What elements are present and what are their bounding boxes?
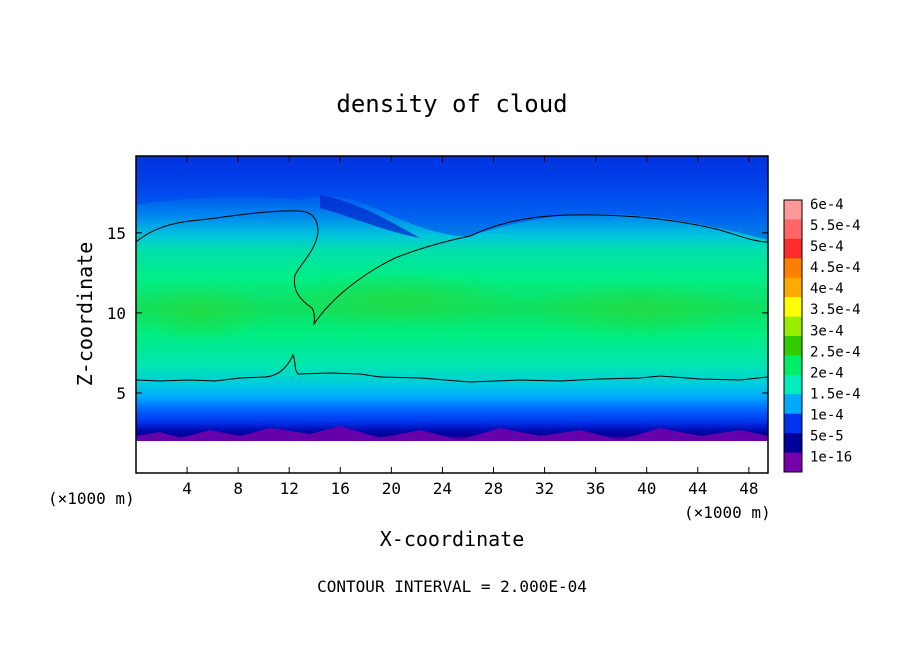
colorbar: 6e-4 5.5e-4 5e-4 4.5e-4 4e-4 3.5e-4 3e-4 2.5e-4… xyxy=(783,197,861,473)
x-tick-label: 8 xyxy=(233,479,243,498)
colorbar-swatch xyxy=(784,200,802,220)
x-tick-label: 44 xyxy=(688,479,707,498)
colorbar-swatch xyxy=(784,316,802,337)
colorbar-frame xyxy=(783,199,803,473)
y-tick-label: 10 xyxy=(107,304,126,323)
x-axis-label: X-coordinate xyxy=(380,527,525,551)
upper-dry-core xyxy=(320,195,420,238)
chart-title: density of cloud xyxy=(336,90,567,118)
x-tick-label: 4 xyxy=(182,479,192,498)
colorbar-swatch xyxy=(784,258,802,279)
colorbar-swatch xyxy=(784,336,802,356)
colorbar-label: 2e-4 xyxy=(810,365,844,381)
x-tick-label: 16 xyxy=(331,479,350,498)
colorbar-label: 1e-4 xyxy=(810,407,844,423)
colorbar-swatch xyxy=(784,413,802,434)
x-tick-label: 28 xyxy=(484,479,503,498)
core-zone-left xyxy=(136,282,270,342)
x-tick-label: 48 xyxy=(739,479,758,498)
contour-lower xyxy=(135,353,769,383)
colorbar-label: 3.5e-4 xyxy=(810,302,861,318)
colorbar-label: 5e-4 xyxy=(810,239,844,255)
x-axis: 4 8 12 16 20 24 28 32 36 40 44 48 xyxy=(182,156,758,498)
y-tick-label: 5 xyxy=(116,384,126,403)
x-tick-label: 12 xyxy=(280,479,299,498)
colorbar-swatch xyxy=(784,297,802,318)
x-tick-label: 24 xyxy=(433,479,452,498)
colorbar-label: 5.5e-4 xyxy=(810,218,861,234)
upper-dry-wedge xyxy=(136,156,768,240)
cloud-free-region xyxy=(136,441,768,473)
colorbar-label: 5e-5 xyxy=(810,429,844,445)
contour-upper-right xyxy=(469,214,769,243)
y-axis: 5 10 15 xyxy=(107,224,768,403)
colorbar-swatch xyxy=(784,374,802,395)
colorbar-swatch xyxy=(784,238,802,259)
colorbar-swatch xyxy=(784,355,802,376)
colorbar-label: 1e-16 xyxy=(810,450,852,466)
x-tick-label: 40 xyxy=(637,479,656,498)
y-axis-label: Z-coordinate xyxy=(73,242,97,387)
plot-frame xyxy=(135,155,769,474)
colorbar-label: 4.5e-4 xyxy=(810,260,861,276)
colorbar-swatch xyxy=(784,394,802,415)
colorbar-swatch xyxy=(784,219,802,240)
x-unit-left: (×1000 m) xyxy=(48,489,135,508)
colorbar-swatch xyxy=(784,277,802,298)
colorbar-label: 2.5e-4 xyxy=(810,344,861,360)
contour-lines xyxy=(135,210,769,383)
contour-interval-note: CONTOUR INTERVAL = 2.000E-04 xyxy=(317,577,587,596)
contour-field xyxy=(136,156,768,473)
x-tick-label: 36 xyxy=(586,479,605,498)
x-unit-right: (×1000 m) xyxy=(684,503,771,522)
core-zone-center xyxy=(280,272,520,328)
x-tick-label: 32 xyxy=(535,479,554,498)
colorbar-swatch xyxy=(784,452,802,473)
colorbar-swatch xyxy=(784,433,802,454)
core-zone-right xyxy=(530,282,750,338)
y-tick-label: 15 xyxy=(107,224,126,243)
cloud-base-purple xyxy=(136,426,768,444)
colorbar-label: 4e-4 xyxy=(810,281,844,297)
colorbar-label: 6e-4 xyxy=(810,197,844,213)
contour-upper-left xyxy=(135,210,471,326)
colorbar-label: 3e-4 xyxy=(810,323,844,339)
x-tick-label: 20 xyxy=(382,479,401,498)
colorbar-label: 1.5e-4 xyxy=(810,386,861,402)
